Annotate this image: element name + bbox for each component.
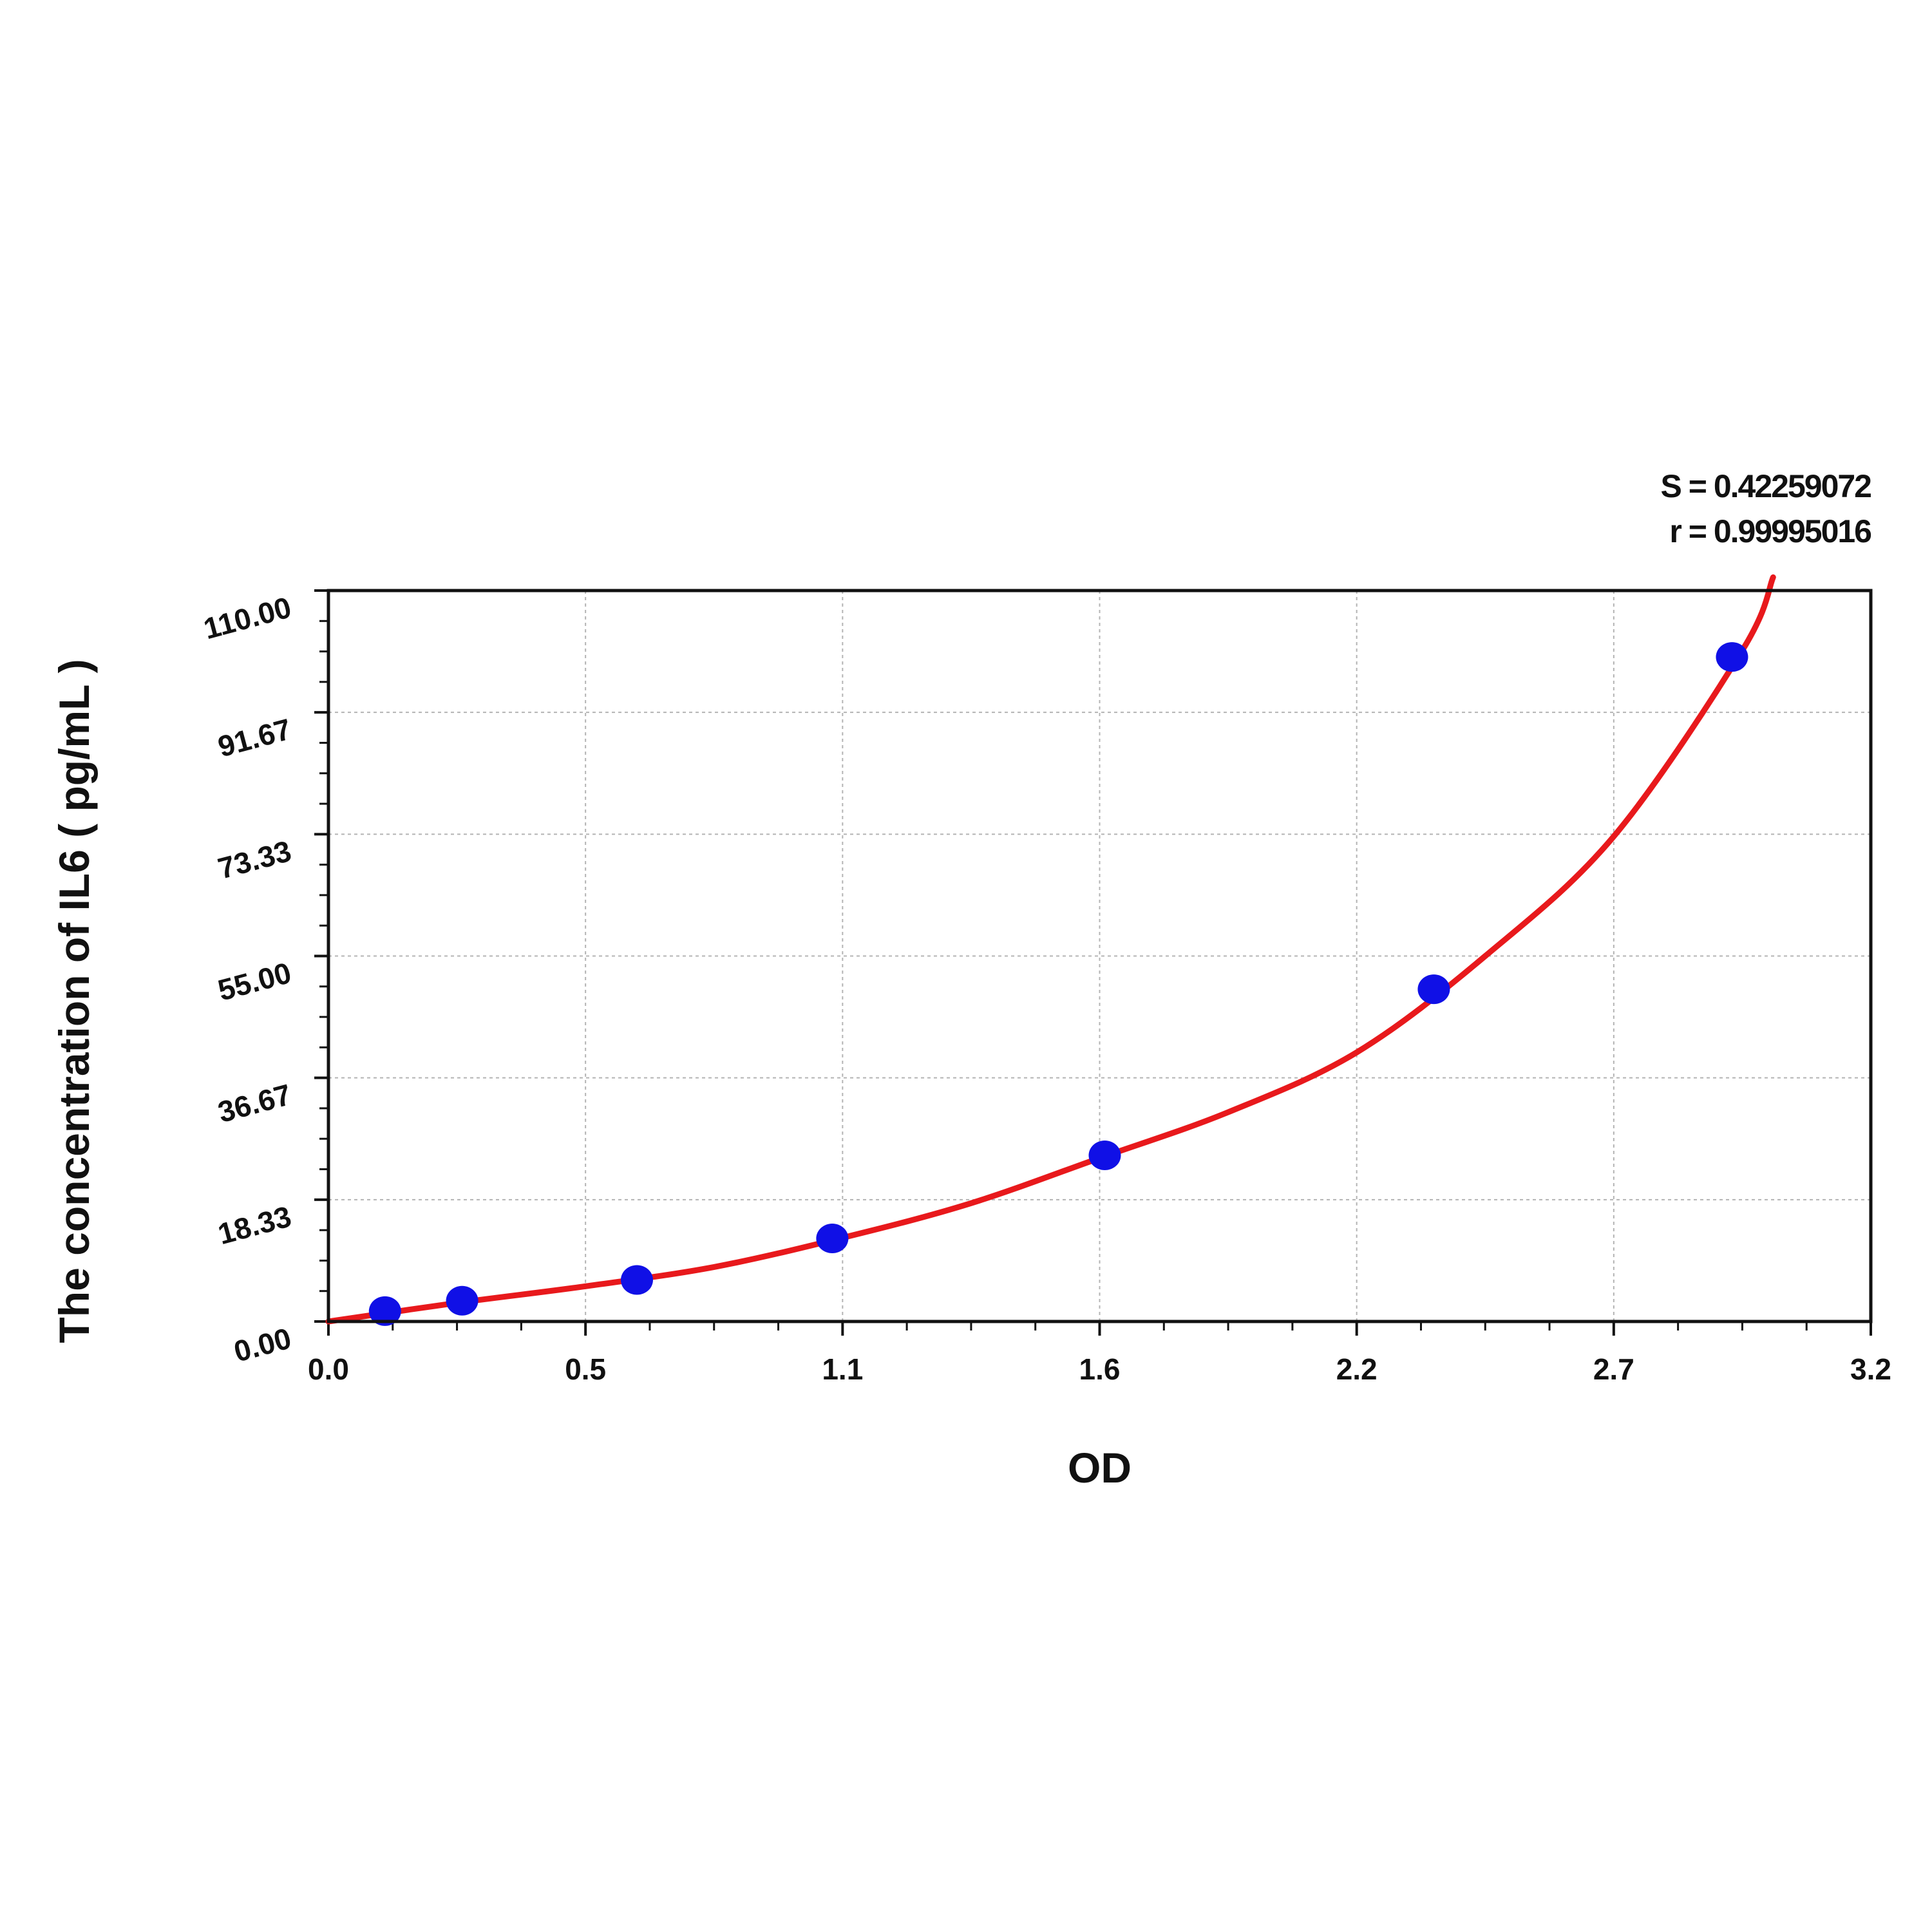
x-tick-labels: 0.0 0.5 1.1 1.6 2.2 2.7 3.2 [308,1352,1891,1386]
data-point [368,1296,401,1326]
data-point [1716,642,1748,672]
data-point [1417,974,1450,1005]
data-point [621,1265,653,1295]
fit-statistic-r: r = 0.99995016 [1669,513,1871,549]
data-points [368,642,1748,1326]
x-tick-label: 0.0 [308,1352,349,1386]
x-tick-label: 2.7 [1593,1352,1634,1386]
x-tick-label: 1.1 [822,1352,863,1386]
x-tick-label: 1.6 [1079,1352,1121,1386]
y-axis-title: The concentration of IL6 ( pg/mL ) [50,659,98,1343]
data-point [1088,1141,1121,1171]
x-tick-label: 3.2 [1850,1352,1891,1386]
x-tick-label: 2.2 [1336,1352,1378,1386]
plot-frame [327,589,1873,1323]
x-tick-label: 0.5 [565,1352,606,1386]
data-point [446,1285,478,1316]
x-axis-title: OD [1068,1444,1132,1492]
data-point [816,1224,849,1254]
fit-statistic-s: S = 0.42259072 [1661,468,1871,504]
